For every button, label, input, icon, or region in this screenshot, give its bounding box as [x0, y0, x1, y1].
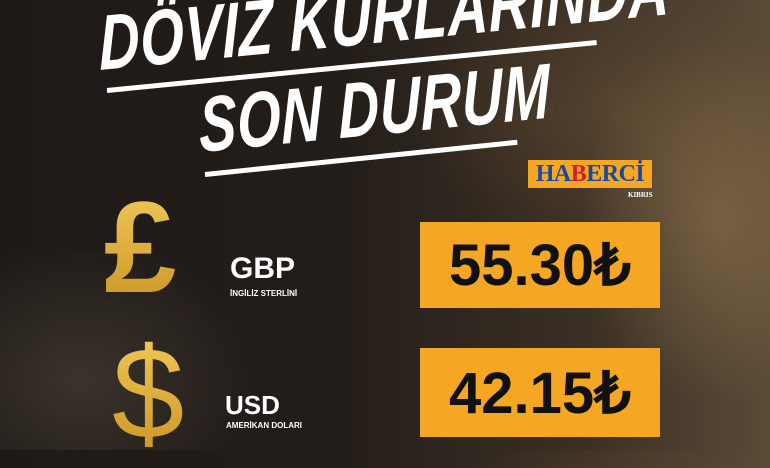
rate-value-gbp: 55.30₺	[448, 233, 632, 298]
currency-code-gbp: GBP	[230, 252, 296, 285]
logo-text-part: HA	[535, 160, 572, 187]
logo-text-part: ERCİ	[586, 160, 645, 187]
logo-text-part: B	[570, 160, 587, 187]
dollar-sign-icon: $	[112, 320, 185, 466]
currency-code-usd: USD	[225, 390, 280, 420]
currency-name-gbp: İNGİLİZ STERLİNİ	[230, 289, 298, 298]
pound-sign-icon: £	[104, 174, 177, 320]
rate-box-usd: 42.15₺	[420, 348, 660, 437]
haberci-logo: HA B ERCİ	[528, 160, 652, 188]
rate-box-gbp: 55.30₺	[420, 222, 660, 308]
logo-subtitle: KIBRIS	[628, 191, 653, 199]
rate-value-usd: 42.15₺	[448, 360, 632, 426]
currency-name-usd: AMERİKAN DOLARI	[226, 421, 302, 430]
